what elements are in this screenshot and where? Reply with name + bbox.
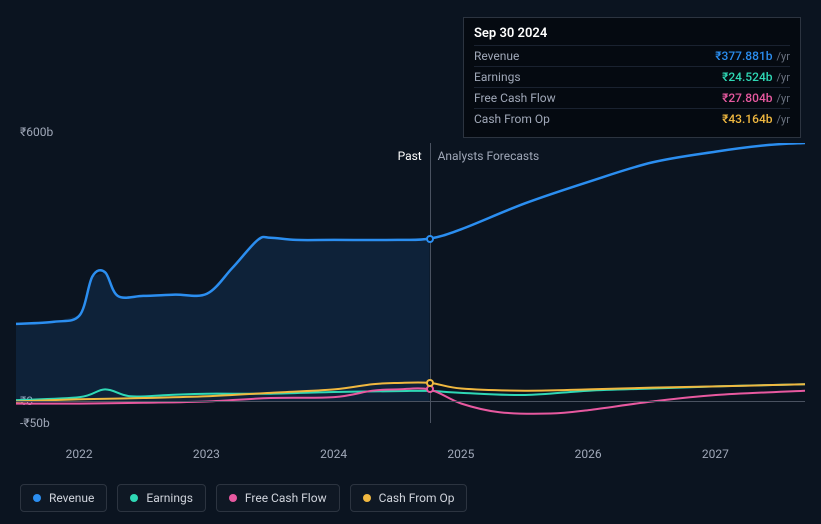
tooltip-row: Revenue ₹377.881b/yr [474, 45, 790, 66]
y-axis-label: ₹600b [20, 125, 53, 139]
tooltip-row: Cash From Op ₹43.164b/yr [474, 108, 790, 129]
legend-dot-icon [33, 494, 41, 502]
tooltip-row: Earnings ₹24.524b/yr [474, 66, 790, 87]
tooltip-metric-suffix: /yr [777, 50, 790, 63]
tooltip-metric-suffix: /yr [777, 71, 790, 84]
legend-label: Cash From Op [379, 491, 455, 505]
line-chart[interactable] [16, 143, 805, 423]
tooltip-metric-value: ₹24.524b [722, 70, 772, 84]
chart-tooltip: Sep 30 2024 Revenue ₹377.881b/yrEarnings… [463, 17, 801, 138]
tooltip-metric-value: ₹377.881b [715, 49, 772, 63]
legend-dot-icon [229, 494, 237, 502]
tooltip-metric-label: Earnings [474, 70, 521, 84]
revenue-marker [426, 235, 434, 243]
legend-item-revenue[interactable]: Revenue [20, 484, 107, 512]
legend-label: Revenue [49, 491, 94, 505]
x-axis-label: 2024 [320, 447, 347, 461]
legend-dot-icon [363, 494, 371, 502]
tooltip-metric-label: Revenue [474, 49, 519, 63]
x-axis-label: 2025 [447, 447, 474, 461]
legend-item-free-cash-flow[interactable]: Free Cash Flow [216, 484, 340, 512]
legend-item-earnings[interactable]: Earnings [117, 484, 206, 512]
revenue-past-area [16, 238, 430, 402]
tooltip-metric-suffix: /yr [777, 92, 790, 105]
legend-label: Earnings [146, 491, 193, 505]
tooltip-metric-value: ₹27.804b [722, 91, 772, 105]
cash-from-op-marker [426, 379, 434, 387]
chart-legend: Revenue Earnings Free Cash Flow Cash From O… [20, 484, 467, 512]
tooltip-metric-label: Cash From Op [474, 112, 550, 126]
x-axis-label: 2026 [575, 447, 602, 461]
legend-dot-icon [130, 494, 138, 502]
tooltip-row: Free Cash Flow ₹27.804b/yr [474, 87, 790, 108]
legend-label: Free Cash Flow [245, 491, 327, 505]
zero-baseline [16, 401, 805, 402]
tooltip-metric-value: ₹43.164b [722, 112, 772, 126]
tooltip-metric-label: Free Cash Flow [474, 91, 556, 105]
tooltip-date: Sep 30 2024 [474, 26, 790, 41]
x-axis-label: 2027 [702, 447, 729, 461]
x-axis-label: 2022 [66, 447, 93, 461]
tooltip-metric-suffix: /yr [777, 113, 790, 126]
legend-item-cash-from-op[interactable]: Cash From Op [350, 484, 468, 512]
x-axis-label: 2023 [193, 447, 220, 461]
